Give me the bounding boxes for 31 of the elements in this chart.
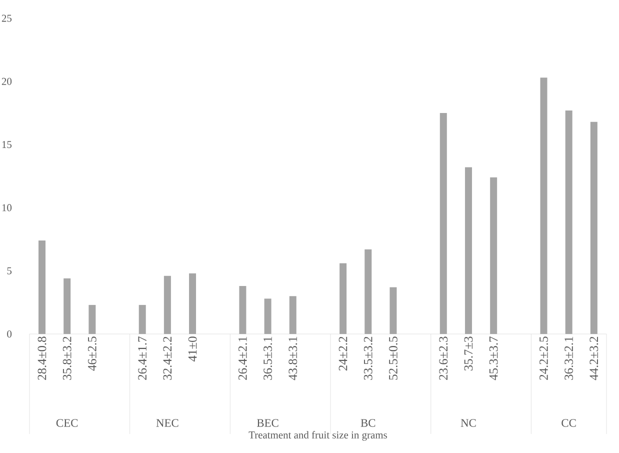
text: CC: [562, 419, 576, 427]
x-tick-label: 46±2.5: [88, 336, 96, 371]
x-tick-label: 43.8±3.1: [288, 336, 298, 380]
x-tick-label: 33.5±3.2: [364, 336, 372, 380]
x-tick-label: 26.4±1.7: [138, 336, 147, 380]
text: BEC: [256, 419, 278, 427]
text: NC: [460, 419, 476, 427]
y-tick-label: 15: [2, 141, 12, 148]
x-tick-label: 36.3±2.1: [564, 336, 574, 380]
x-tick-label: 36.5±3.1: [264, 336, 272, 380]
text: NEC: [156, 419, 178, 427]
x-tick-label: 26.4±2.1: [238, 336, 247, 380]
y-tick-label: 25: [2, 14, 12, 22]
x-tick-label: 35.7±3: [464, 336, 473, 370]
x-tick-label: 23.6±2.3: [439, 336, 448, 380]
text: BC: [360, 419, 376, 427]
x-axis-title: Treatment and fruit size in grams: [248, 431, 387, 441]
x-tick-label: 28.4±0.8: [38, 336, 46, 380]
y-tick-label: 10: [2, 204, 12, 212]
y-tick-label: 5: [7, 267, 12, 274]
x-tick-label: 24±2.2: [338, 336, 348, 370]
x-tick-label: 32.4±2.2: [163, 336, 172, 380]
x-tick-label: 41±0: [188, 336, 197, 362]
x-tick-label: 45.3±3.7: [489, 336, 498, 380]
y-tick-label: 20: [2, 78, 12, 85]
x-tick-label: 52.5±0.5: [388, 336, 398, 380]
x-tick-label: 44.2±3.2: [590, 336, 598, 380]
text: CEC: [56, 419, 78, 427]
y-tick-label: 0: [7, 330, 12, 338]
x-tick-label: 24.2±2.5: [540, 336, 548, 380]
x-tick-label: 35.8±3.2: [62, 336, 72, 380]
